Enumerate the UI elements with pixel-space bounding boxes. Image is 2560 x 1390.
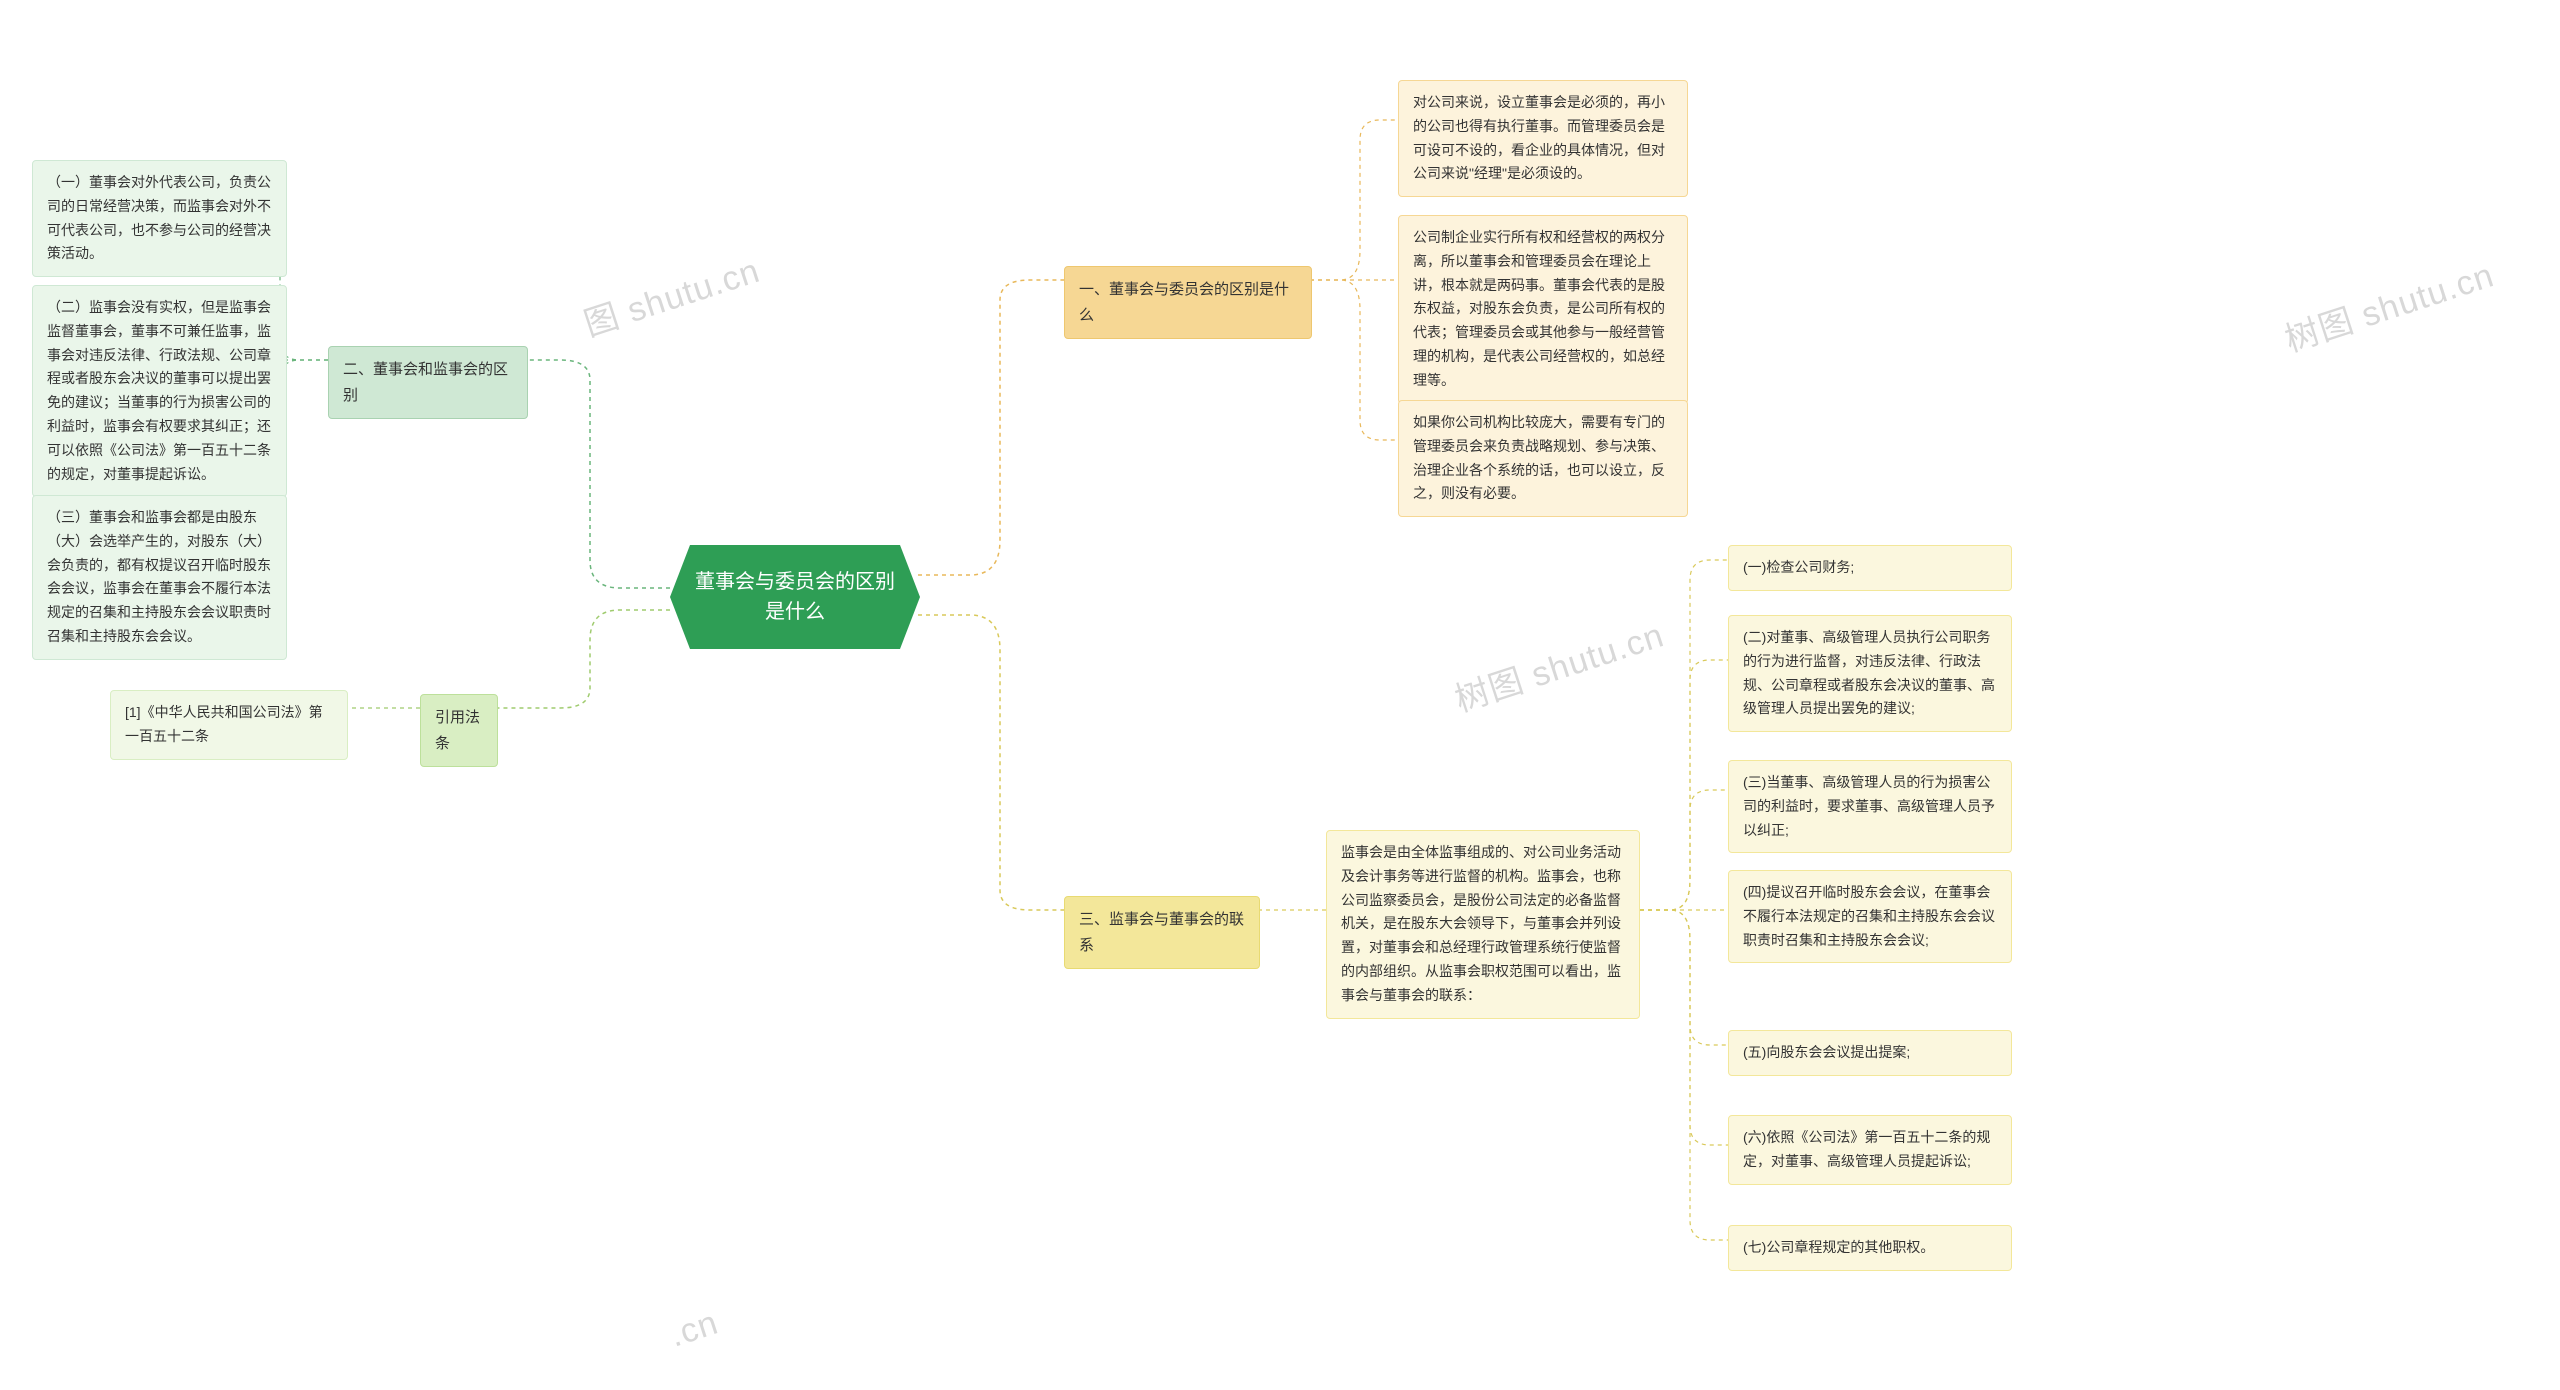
watermark: .cn — [665, 1303, 723, 1355]
branch-3-item-7: (七)公司章程规定的其他职权。 — [1728, 1225, 2012, 1271]
branch-3-item-3: (三)当董事、高级管理人员的行为损害公司的利益时，要求董事、高级管理人员予以纠正… — [1728, 760, 2012, 853]
branch-3-item-2: (二)对董事、高级管理人员执行公司职务的行为进行监督，对违反法律、行政法规、公司… — [1728, 615, 2012, 732]
branch-2-item-3: （三）董事会和监事会都是由股东（大）会选举产生的，对股东（大）会负责的，都有权提… — [32, 495, 287, 660]
branch-1-item-1: 对公司来说，设立董事会是必须的，再小的公司也得有执行董事。而管理委员会是可设可不… — [1398, 80, 1688, 197]
watermark: 图 shutu.cn — [577, 243, 765, 346]
branch-3-intro: 监事会是由全体监事组成的、对公司业务活动及会计事务等进行监督的机构。监事会，也称… — [1326, 830, 1640, 1019]
branch-3-item-6: (六)依照《公司法》第一百五十二条的规定，对董事、高级管理人员提起诉讼; — [1728, 1115, 2012, 1185]
branch-2: 二、董事会和监事会的区别 — [328, 346, 528, 419]
branch-3-item-1: (一)检查公司财务; — [1728, 545, 2012, 591]
root-node: 董事会与委员会的区别是什么 — [670, 545, 920, 649]
watermark: 树图 shutu.cn — [2278, 248, 2500, 362]
branch-ref: 引用法条 — [420, 694, 498, 767]
branch-1: 一、董事会与委员会的区别是什么 — [1064, 266, 1312, 339]
branch-2-item-2: （二）监事会没有实权，但是监事会监督董事会，董事不可兼任监事，监事会对违反法律、… — [32, 285, 287, 497]
branch-2-item-1: （一）董事会对外代表公司，负责公司的日常经营决策，而监事会对外不可代表公司，也不… — [32, 160, 287, 277]
branch-3: 三、监事会与董事会的联系 — [1064, 896, 1260, 969]
branch-3-item-5: (五)向股东会会议提出提案; — [1728, 1030, 2012, 1076]
branch-1-item-3: 如果你公司机构比较庞大，需要有专门的管理委员会来负责战略规划、参与决策、治理企业… — [1398, 400, 1688, 517]
branch-ref-item-1: [1]《中华人民共和国公司法》第一百五十二条 — [110, 690, 348, 760]
watermark: 树图 shutu.cn — [1448, 608, 1670, 722]
branch-1-item-2: 公司制企业实行所有权和经营权的两权分离，所以董事会和管理委员会在理论上讲，根本就… — [1398, 215, 1688, 404]
branch-3-item-4: (四)提议召开临时股东会会议，在董事会不履行本法规定的召集和主持股东会会议职责时… — [1728, 870, 2012, 963]
connectors — [0, 0, 2560, 1390]
